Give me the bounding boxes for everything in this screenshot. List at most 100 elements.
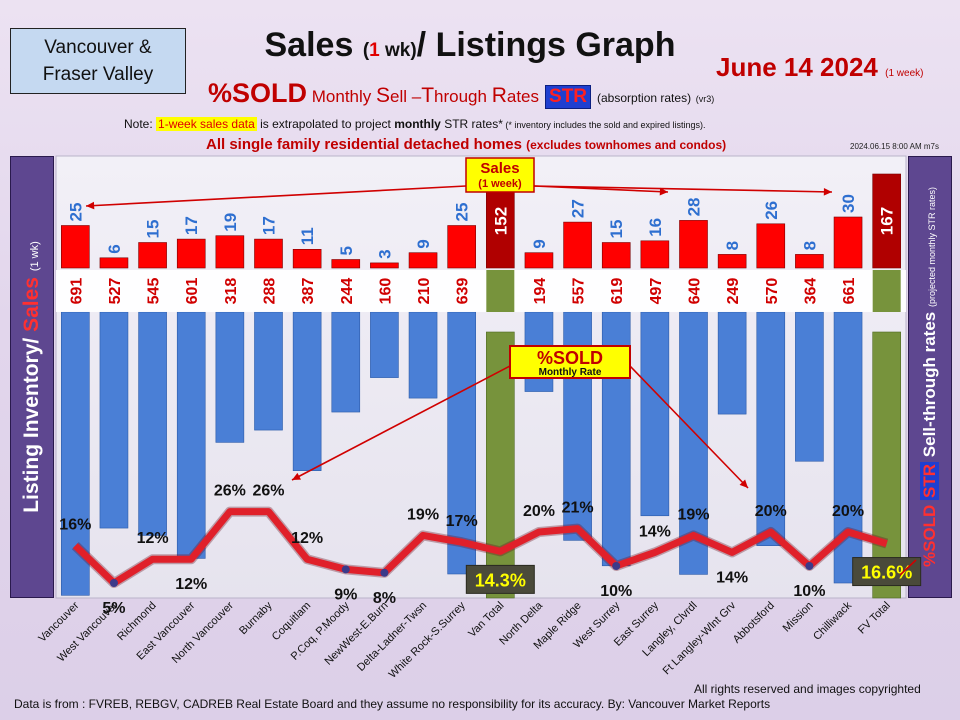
- timestamp: 2024.06.15 8:00 AM m7s: [850, 142, 939, 151]
- pct-value-label: 8%: [373, 590, 396, 607]
- sales-value-label: 16: [646, 218, 665, 237]
- subtitle-w2: hrough: [434, 87, 492, 106]
- sales-value-label: 25: [453, 203, 472, 222]
- title-one: 1: [369, 40, 380, 61]
- title-paren-open: (: [362, 40, 370, 61]
- chart-title: Sales (1 wk)/ Listings Graph: [200, 26, 740, 65]
- sales-bar: [408, 252, 438, 269]
- subnote-small: (excludes townhomes and condos): [526, 138, 727, 152]
- str-badge: STR: [545, 85, 592, 109]
- left-axis-panel: Listing Inventory/ Sales (1 wk): [10, 156, 54, 598]
- sales-bar: [872, 173, 901, 269]
- date-note: (1 week): [885, 68, 924, 79]
- sales-callout-arrow: [85, 185, 467, 207]
- inventory-bar: [331, 311, 361, 413]
- pct-value-label: 12%: [291, 530, 323, 547]
- total-pct-label: 14.3%: [475, 570, 526, 590]
- sales-bar: [447, 225, 476, 269]
- category-label: Chilliwack: [811, 599, 854, 642]
- source-note: Data is from : FVREB, REBGV, CADREB Real…: [14, 697, 771, 711]
- sales-bar: [292, 249, 322, 269]
- sales-bar: [254, 238, 283, 269]
- sold-callout-title: %SOLD: [537, 348, 603, 368]
- sold-line-dip: [805, 562, 814, 570]
- pct-value-label: 26%: [252, 483, 284, 500]
- inventory-bar: [408, 311, 438, 399]
- subtitle: %SOLD Monthly Sell –Through Rates STR (abs…: [208, 78, 714, 109]
- pct-value-label: 14%: [716, 569, 748, 586]
- title-wk: wk): [379, 40, 417, 61]
- sales-value-label: 6: [105, 244, 124, 253]
- subtitle-cap-r: R: [491, 84, 507, 107]
- subtitle-sold: %SOLD: [208, 78, 308, 108]
- sold-line-dip: [109, 579, 118, 587]
- sold-callout-box: [509, 345, 631, 379]
- inventory-bar: [176, 311, 206, 559]
- absorption-text: (absorption rates): [597, 91, 692, 105]
- note-mid: is extrapolated to project: [256, 117, 395, 131]
- version-text: (vr3): [695, 94, 715, 104]
- pct-value-label: 19%: [407, 506, 439, 523]
- sales-value-label: 17: [260, 216, 279, 235]
- sales-value-label: 9: [414, 239, 433, 248]
- inventory-value-label: 249: [725, 278, 742, 305]
- pct-value-label: 20%: [832, 503, 864, 520]
- sold-line-dip: [612, 562, 621, 570]
- inventory-bar: [138, 311, 167, 536]
- sales-bar: [138, 242, 167, 269]
- sales-value-label: 167: [878, 207, 897, 235]
- inventory-value-label: 661: [841, 278, 858, 305]
- inventory-bar: [872, 331, 901, 599]
- category-label: FV Total: [856, 600, 893, 637]
- pct-value-label: 21%: [562, 500, 594, 517]
- sold-line: [72, 508, 888, 587]
- inventory-value-label: 601: [184, 278, 201, 305]
- sales-bar: [679, 220, 708, 269]
- sales-value-label: 152: [491, 207, 510, 235]
- inventory-value-label: 160: [377, 278, 394, 305]
- sales-bar: [215, 235, 245, 269]
- total-pct-box: [465, 564, 535, 594]
- sales-callout-arrowhead: [659, 187, 668, 196]
- inventory-value-label: 640: [687, 278, 704, 305]
- subtitle-cap-t: T: [421, 84, 435, 107]
- category-label: Burnaby: [237, 599, 275, 637]
- note-end: STR rates*: [440, 117, 503, 131]
- note-line: Note: 1-week sales data is extrapolated …: [124, 117, 705, 131]
- inventory-value-label: 639: [455, 278, 472, 305]
- sales-value-label: 27: [569, 199, 588, 218]
- date-label: June 14 2024 (1 week): [716, 52, 923, 83]
- inventory-value-label: 288: [262, 278, 279, 305]
- inventory-value-label: 364: [802, 278, 819, 305]
- sold-callout-arrow: [629, 365, 749, 489]
- inventory-value-label: 387: [300, 278, 317, 305]
- sales-callout-arrowhead: [86, 201, 95, 210]
- category-label: Abbotsford: [731, 600, 777, 646]
- title-sales: Sales: [264, 26, 354, 64]
- sales-callout-title: Sales: [480, 160, 519, 177]
- note-bold: monthly: [394, 117, 441, 131]
- sales-value-label: 15: [607, 220, 626, 239]
- sales-bar: [756, 223, 786, 269]
- sales-bar: [524, 252, 554, 269]
- subtitle-w3: ates: [506, 87, 540, 106]
- pct-value-label: 10%: [600, 583, 632, 600]
- sold-callout-arrow: [291, 365, 511, 481]
- inventory-value-label: 527: [107, 278, 124, 305]
- sales-value-label: 11: [298, 227, 317, 245]
- note-small: (* inventory includes the sold and expir…: [502, 120, 706, 130]
- sold-callout-arrowhead: [292, 472, 301, 480]
- pct-value-label: 20%: [523, 503, 555, 520]
- pct-value-label: 16%: [59, 517, 91, 534]
- date-value: June 14 2024: [716, 52, 878, 82]
- sales-value-label: 26: [762, 201, 781, 220]
- inventory-bar: [756, 311, 786, 546]
- pct-value-label: 12%: [175, 576, 207, 593]
- region-line-1: Vancouver &: [44, 37, 152, 58]
- region-label-box: Vancouver & Fraser Valley: [10, 28, 186, 94]
- subtitle-cap-s: S: [376, 84, 391, 107]
- total-label-bg: [872, 270, 901, 312]
- sales-bar: [640, 240, 670, 269]
- inventory-value-label: 691: [68, 278, 85, 305]
- pct-value-label: 10%: [793, 583, 825, 600]
